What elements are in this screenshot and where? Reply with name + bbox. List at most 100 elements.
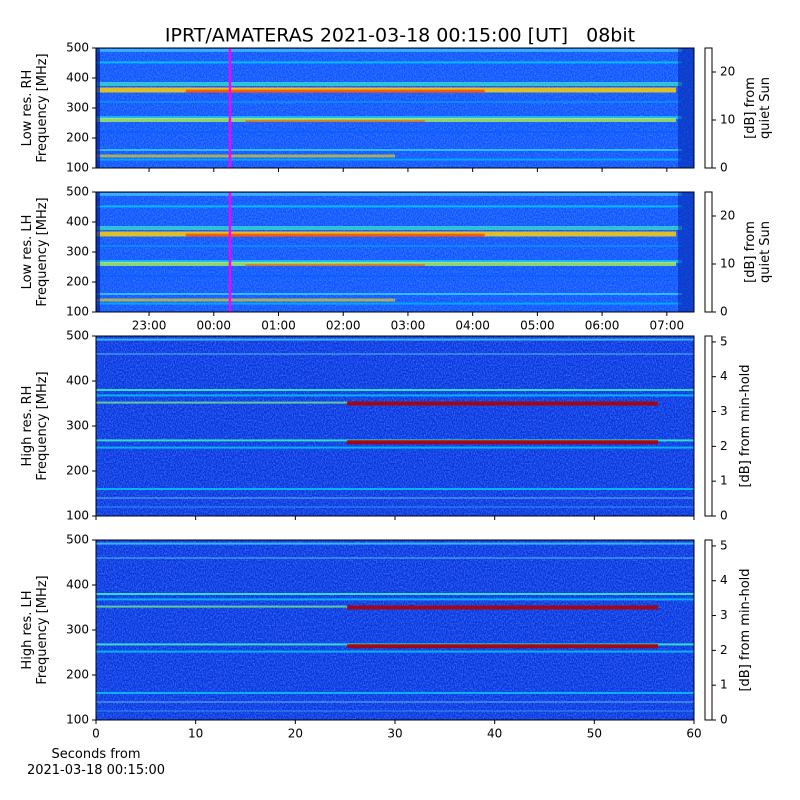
spectrogram-edge (96, 48, 100, 168)
y-tick-label: 400 (66, 71, 89, 85)
spectrogram-band (347, 401, 659, 406)
spectrogram-band (96, 158, 683, 161)
y-axis-label-line: Frequency [MHz] (35, 53, 50, 162)
spectrogram-band (96, 154, 395, 158)
y-tick-label: 200 (66, 275, 89, 289)
y-tick-label: 500 (66, 533, 89, 547)
x-tick-label: 02:00 (326, 319, 361, 333)
y-tick-label: 400 (66, 578, 89, 592)
y-tick-label: 500 (66, 185, 89, 199)
colorbar-label-line: [dB] from (743, 77, 758, 139)
spectrogram-band (96, 226, 683, 230)
spectrogram-band (185, 233, 485, 237)
colorbar-tick-label: 10 (720, 257, 735, 271)
colorbar-tick-label: 0 (720, 713, 728, 727)
spectrogram-band (96, 262, 677, 266)
spectrogram-band (96, 293, 683, 295)
spectrogram-band (245, 120, 425, 123)
spectrogram-band (96, 497, 694, 499)
spectrogram-band (96, 192, 683, 196)
colorbar (704, 191, 713, 313)
spectrogram-band (96, 605, 348, 608)
y-axis-label-line: High res. LH (20, 590, 35, 669)
spectrogram-band (96, 389, 694, 391)
y-tick-label: 400 (66, 215, 89, 229)
spectrogram-band (96, 101, 683, 103)
x-tick-label: 03:00 (391, 319, 426, 333)
x-tick-label: 40 (487, 727, 502, 741)
colorbar-tick-label: 4 (720, 573, 728, 587)
y-axis-label: Low res. RHFrequency [MHz] (20, 53, 50, 162)
y-axis-label-line: Frequency [MHz] (35, 575, 50, 684)
spectrogram-band (96, 394, 694, 397)
y-axis-label: High res. LHFrequency [MHz] (20, 575, 50, 684)
x-tick-label: 23:00 (132, 319, 167, 333)
y-tick-label: 300 (66, 245, 89, 259)
spectrogram-band (96, 245, 683, 247)
spectrogram-band (96, 82, 683, 86)
colorbar-tick-label: 2 (720, 643, 728, 657)
colorbar-tick-label: 10 (720, 113, 735, 127)
spectrogram-band (185, 89, 485, 93)
spectrogram-band (96, 61, 683, 64)
y-tick-label: 500 (66, 329, 89, 343)
spectrogram-band (96, 401, 348, 404)
spectrogram-band (96, 131, 683, 133)
colorbar-label-line: quiet Sun (758, 221, 773, 283)
y-tick-label: 400 (66, 374, 89, 388)
y-tick-label: 100 (66, 305, 89, 319)
x-tick-label: 0 (92, 727, 100, 741)
y-tick-label: 500 (66, 41, 89, 55)
colorbar (704, 335, 713, 517)
x-tick-label: 30 (387, 727, 402, 741)
spectrogram-band (96, 275, 683, 277)
colorbar-label: [dB] fromquiet Sun (743, 221, 773, 283)
x-tick-label: 06:00 (585, 319, 620, 333)
colorbar-label-line: [dB] from min-hold (738, 364, 753, 487)
spectrogram-band (96, 205, 683, 208)
spectrogram-band (96, 598, 694, 601)
y-tick-label: 200 (66, 131, 89, 145)
colorbar-tick-label: 5 (720, 334, 728, 348)
y-axis-label-line: High res. RH (20, 386, 35, 467)
spectrogram-edge (678, 48, 694, 168)
colorbar-tick-label: 4 (720, 369, 728, 383)
x-axis-label: Seconds from 2021-03-18 00:15:00 (27, 747, 165, 778)
spectrogram-band (96, 701, 694, 703)
colorbar-tick-label: 2 (720, 439, 728, 453)
y-axis-label: Low res. LHFrequency [MHz] (20, 197, 50, 306)
colorbar-tick-label: 5 (720, 538, 728, 552)
x-tick-label: 60 (686, 727, 701, 741)
colorbar-label-line: [dB] from min-hold (738, 568, 753, 691)
y-tick-label: 200 (66, 668, 89, 682)
x-tick-label: 20 (288, 727, 303, 741)
colorbar-label-line: quiet Sun (758, 77, 773, 139)
x-axis-label-line: Seconds from (51, 747, 140, 762)
spectrogram-band (96, 692, 694, 694)
y-tick-label: 200 (66, 464, 89, 478)
spectrogram-band (96, 488, 694, 490)
spectrogram-noise (96, 192, 694, 312)
spectrogram-band (347, 440, 659, 445)
colorbar-tick-label: 20 (720, 209, 735, 223)
y-tick-label: 300 (66, 623, 89, 637)
colorbar-label: [dB] from min-hold (738, 568, 753, 691)
chart-title: IPRT/AMATERAS 2021-03-18 00:15:00 [UT] 0… (165, 25, 635, 47)
spectrogram-band (96, 506, 694, 508)
spectrogram-band (96, 650, 694, 653)
spectrogram-band (245, 264, 425, 267)
spectrogram-band (347, 644, 659, 649)
spectrogram-noise (96, 48, 694, 168)
x-tick-label: 05:00 (520, 319, 555, 333)
spectrogram-band (96, 593, 694, 595)
colorbar-tick-label: 0 (720, 305, 728, 319)
spectrogram-band (96, 446, 694, 449)
colorbar-tick-label: 0 (720, 161, 728, 175)
colorbar-label-line: [dB] from (743, 221, 758, 283)
y-tick-label: 100 (66, 713, 89, 727)
spectrogram-band (96, 298, 395, 302)
colorbar (704, 539, 713, 721)
